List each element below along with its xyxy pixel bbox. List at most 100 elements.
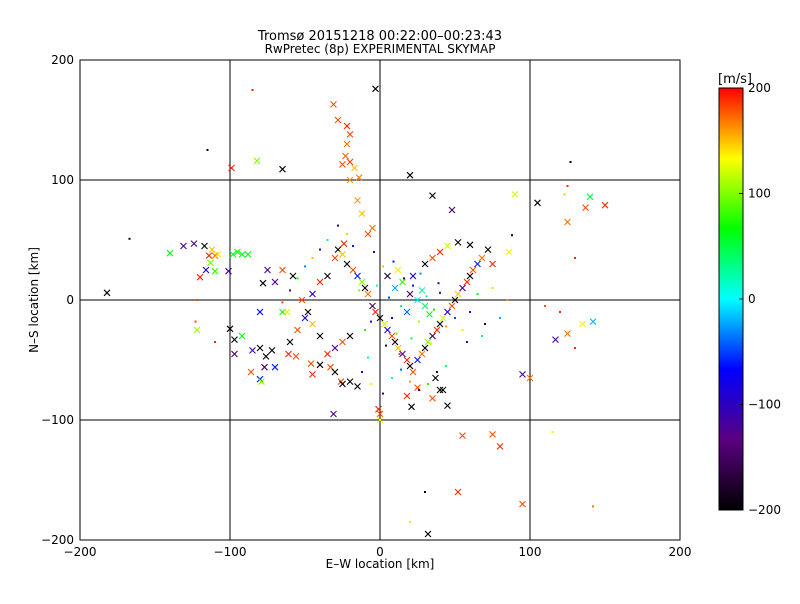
data-point-dot bbox=[400, 368, 402, 371]
data-point-cross bbox=[324, 350, 331, 358]
y-tick-label: 0 bbox=[66, 293, 74, 307]
data-point-cross bbox=[454, 488, 462, 496]
data-point-dot bbox=[304, 265, 306, 268]
data-point-cross bbox=[414, 356, 421, 364]
data-point-cross bbox=[307, 360, 315, 367]
data-point-cross bbox=[409, 368, 417, 376]
data-point-cross bbox=[436, 320, 444, 328]
data-point-cross bbox=[253, 157, 261, 165]
data-point-cross bbox=[256, 344, 264, 352]
colorbar-tick-label: 200 bbox=[748, 81, 771, 95]
data-point-cross bbox=[384, 272, 391, 280]
data-point-cross bbox=[309, 290, 316, 298]
data-point-dot bbox=[454, 317, 456, 319]
data-point-cross bbox=[564, 330, 571, 337]
data-point-cross bbox=[279, 266, 286, 274]
colorbar-tick-label: −100 bbox=[748, 398, 781, 412]
data-point-cross bbox=[339, 161, 346, 168]
data-point-cross bbox=[268, 347, 276, 354]
data-point-dot bbox=[484, 323, 486, 325]
data-point-cross bbox=[463, 278, 471, 286]
data-point-dot bbox=[419, 272, 422, 275]
data-point-cross bbox=[316, 361, 324, 369]
data-point-dot bbox=[289, 289, 291, 292]
data-point-cross bbox=[166, 249, 174, 257]
axis-ticks: −200 −100 0 100 200 −200 −100 0 100 200 bbox=[41, 53, 691, 559]
data-point-cross bbox=[579, 320, 586, 328]
data-point-cross bbox=[469, 266, 477, 274]
x-tick-label: −200 bbox=[64, 545, 97, 559]
data-point-dot bbox=[128, 237, 131, 240]
data-point-cross bbox=[271, 363, 279, 371]
data-point-dot bbox=[425, 295, 428, 298]
data-point-cross bbox=[375, 405, 382, 413]
y-tick-label: 100 bbox=[51, 173, 74, 187]
data-point-dot bbox=[544, 305, 546, 307]
data-point-cross bbox=[354, 197, 361, 204]
data-point-cross bbox=[433, 326, 441, 334]
data-point-cross bbox=[376, 416, 384, 424]
colorbar-tick-label: −200 bbox=[748, 503, 781, 517]
data-point-cross bbox=[466, 272, 474, 280]
data-point-cross bbox=[330, 101, 337, 108]
data-point-dot bbox=[430, 342, 432, 345]
data-point-cross bbox=[226, 325, 234, 333]
data-point-dot bbox=[395, 332, 398, 335]
data-point-cross bbox=[409, 272, 417, 280]
chart-title: Tromsø 20151218 00:22:00–00:23:43 bbox=[257, 29, 502, 44]
data-point-dot bbox=[194, 320, 197, 323]
data-point-dot bbox=[361, 371, 363, 373]
data-point-dot bbox=[418, 389, 420, 391]
data-point-cross bbox=[355, 174, 363, 181]
data-point-cross bbox=[331, 254, 339, 262]
colorbar-ticks: 200 100 0 −100 −200 bbox=[739, 81, 781, 517]
data-point-cross bbox=[444, 242, 451, 250]
data-point-cross bbox=[259, 279, 267, 287]
data-point-cross bbox=[214, 251, 222, 258]
data-point-cross bbox=[418, 287, 426, 294]
data-point-cross bbox=[262, 353, 270, 360]
data-point-dot bbox=[592, 505, 594, 508]
data-point-dot bbox=[346, 233, 348, 235]
data-point-cross bbox=[234, 248, 241, 256]
data-point-cross bbox=[403, 356, 411, 364]
data-point-cross bbox=[511, 191, 519, 198]
data-point-dot bbox=[409, 521, 411, 523]
y-tick-label: 200 bbox=[51, 53, 74, 67]
data-point-cross bbox=[196, 273, 204, 281]
data-point-cross bbox=[292, 353, 300, 360]
data-point-cross bbox=[316, 332, 324, 340]
y-axis-label: N–S location [km] bbox=[27, 247, 41, 353]
data-point-dot bbox=[319, 248, 321, 251]
data-point-cross bbox=[466, 241, 474, 249]
data-point-cross bbox=[231, 336, 238, 343]
data-point-cross bbox=[459, 432, 466, 439]
data-point-cross bbox=[238, 332, 246, 340]
data-point-cross bbox=[339, 380, 346, 388]
data-point-cross bbox=[261, 363, 268, 371]
data-point-cross bbox=[454, 290, 462, 298]
data-point-cross bbox=[421, 260, 429, 268]
data-point-cross bbox=[343, 122, 351, 130]
data-point-dot bbox=[437, 282, 440, 285]
data-point-cross bbox=[342, 152, 349, 160]
data-point-cross bbox=[406, 290, 414, 298]
data-point-cross bbox=[346, 378, 354, 385]
data-point-cross bbox=[369, 302, 376, 310]
data-point-dot bbox=[412, 284, 414, 287]
data-point-dot bbox=[424, 491, 426, 493]
data-point-cross bbox=[424, 530, 432, 538]
data-point-dot bbox=[427, 383, 429, 385]
data-point-dot bbox=[439, 291, 441, 294]
data-point-cross bbox=[478, 254, 486, 262]
data-point-cross bbox=[496, 443, 504, 450]
data-point-cross bbox=[283, 308, 291, 316]
data-point-cross bbox=[406, 171, 414, 179]
data-point-cross bbox=[207, 259, 214, 267]
data-point-cross bbox=[358, 210, 366, 217]
data-point-cross bbox=[429, 192, 436, 199]
data-point-cross bbox=[601, 201, 609, 209]
data-point-cross bbox=[372, 85, 379, 93]
data-point-dot bbox=[376, 284, 378, 287]
data-point-cross bbox=[414, 296, 421, 304]
